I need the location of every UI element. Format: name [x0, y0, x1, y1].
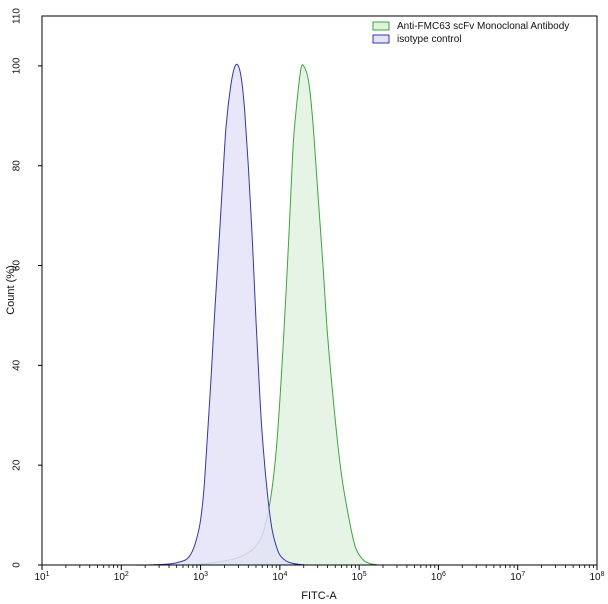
legend: Anti-FMC63 scFv Monoclonal Antibody isoty… — [372, 21, 569, 45]
x-tick-label: 103 — [193, 571, 208, 583]
series-areas — [41, 63, 598, 566]
x-axis-title: FITC-A — [301, 590, 337, 602]
x-tick-label: 101 — [34, 571, 49, 583]
y-tick-label: 100 — [12, 57, 23, 74]
x-tick-label: 108 — [589, 571, 604, 583]
y-tick-label: 0 — [12, 562, 23, 568]
x-tick-label: 105 — [352, 571, 367, 583]
series-line-1 — [41, 63, 598, 566]
x-tick-label: 106 — [431, 571, 446, 583]
series-area-fill-0 — [42, 64, 597, 566]
legend-label: isotype control — [397, 34, 461, 45]
legend-swatch — [372, 34, 390, 44]
legend-label: Anti-FMC63 scFv Monoclonal Antibody — [397, 21, 569, 32]
legend-swatch — [372, 21, 390, 31]
y-tick-label: 80 — [12, 160, 23, 172]
y-tick-label: 60 — [12, 260, 23, 272]
axes: 0 20 40 60 80 100 110 101 102 103 104 105 106 107 108 — [12, 8, 605, 583]
y-tick-label-max: 110 — [12, 8, 23, 24]
y-axis-title: Count (%) — [5, 265, 17, 315]
plot-frame — [41, 15, 598, 566]
x-tick-label: 102 — [114, 571, 129, 583]
x-tick-label: 107 — [510, 571, 525, 583]
y-tick-label: 40 — [12, 359, 23, 371]
x-tick-label: 104 — [272, 571, 287, 583]
y-tick-label: 20 — [12, 459, 23, 471]
